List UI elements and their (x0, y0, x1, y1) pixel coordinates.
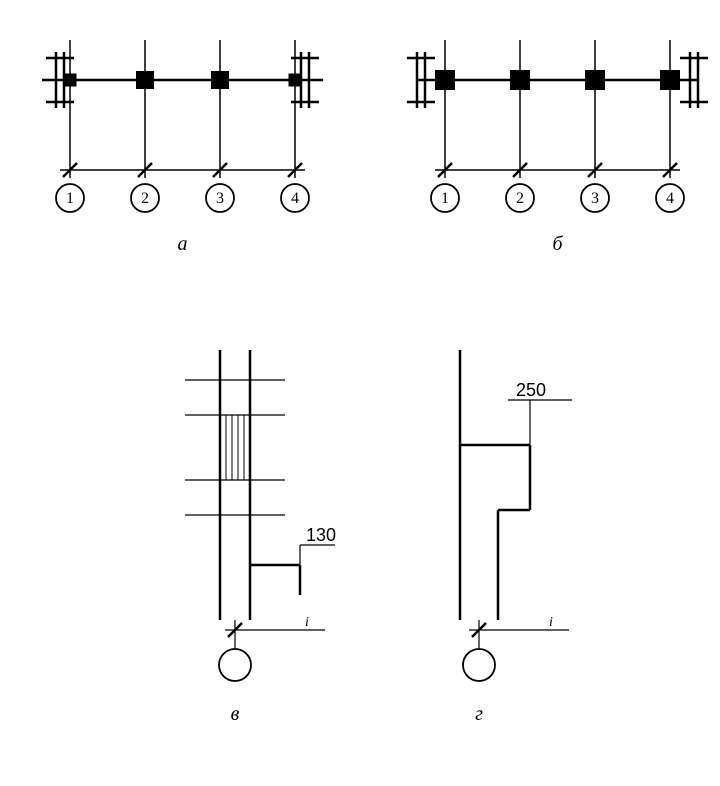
panel-label: в (231, 703, 240, 725)
diagram-a: 1 2 3 4 а (20, 25, 340, 255)
dimension-value: 130 (306, 525, 336, 545)
diagram-v: 130 i в (150, 340, 380, 740)
grid-number: 2 (516, 190, 524, 207)
grid-number: 4 (291, 190, 299, 207)
panel-label: г (475, 703, 483, 725)
grid-number: 1 (441, 190, 449, 207)
grid-marker: i (305, 615, 309, 630)
diagram-b: 1 2 3 4 б (395, 25, 715, 255)
grid-number: 3 (591, 190, 599, 207)
grid-marker: i (549, 615, 553, 630)
grid-number: 1 (66, 190, 74, 207)
dimension-value: 250 (516, 380, 546, 400)
panel-label: а (178, 233, 188, 255)
grid-number: 4 (666, 190, 674, 207)
grid-number: 2 (141, 190, 149, 207)
grid-number: 3 (216, 190, 224, 207)
panel-label: б (552, 233, 563, 255)
diagram-g: 250 i г (400, 340, 630, 740)
